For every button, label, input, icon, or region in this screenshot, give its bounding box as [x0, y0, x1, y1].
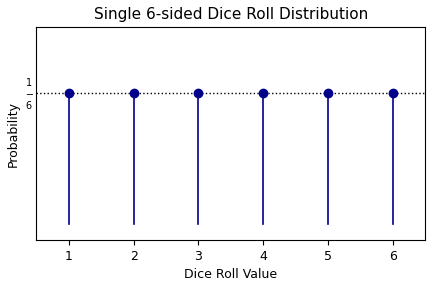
Y-axis label: Probability: Probability: [7, 101, 20, 166]
Title: Single 6-sided Dice Roll Distribution: Single 6-sided Dice Roll Distribution: [94, 7, 368, 22]
X-axis label: Dice Roll Value: Dice Roll Value: [184, 268, 277, 281]
